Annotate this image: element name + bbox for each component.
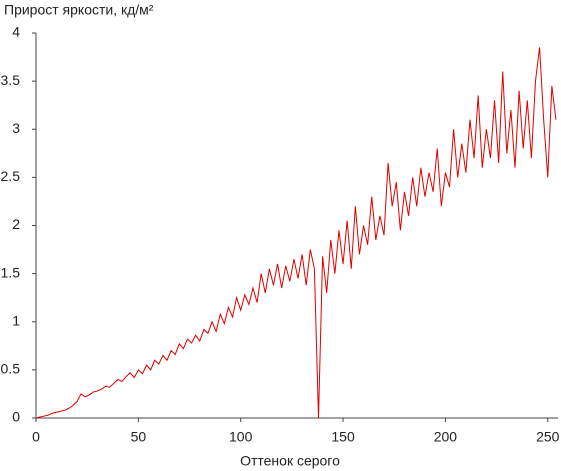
y-tick-label: 1.5 (1, 264, 21, 280)
y-tick-label: 3.5 (1, 72, 21, 88)
x-tick-label: 150 (331, 429, 355, 445)
x-axis-label: Оттенок серого (240, 453, 340, 469)
y-tick-label: 2 (12, 216, 20, 232)
y-tick-label: 0 (12, 409, 20, 425)
x-tick-label: 200 (434, 429, 458, 445)
data-line (35, 47, 557, 419)
y-tick-label: 2.5 (1, 168, 21, 184)
x-tick-label: 50 (131, 429, 147, 445)
chart-title: Прирост яркости, кд/м² (4, 2, 154, 18)
y-tick-label: 0.5 (1, 361, 21, 377)
y-tick-label: 1 (12, 312, 20, 328)
y-tick-label: 4 (12, 24, 20, 40)
y-tick-label: 3 (12, 120, 20, 136)
x-tick-label: 0 (32, 429, 40, 445)
x-tick-label: 250 (536, 429, 560, 445)
x-tick-label: 100 (229, 429, 253, 445)
